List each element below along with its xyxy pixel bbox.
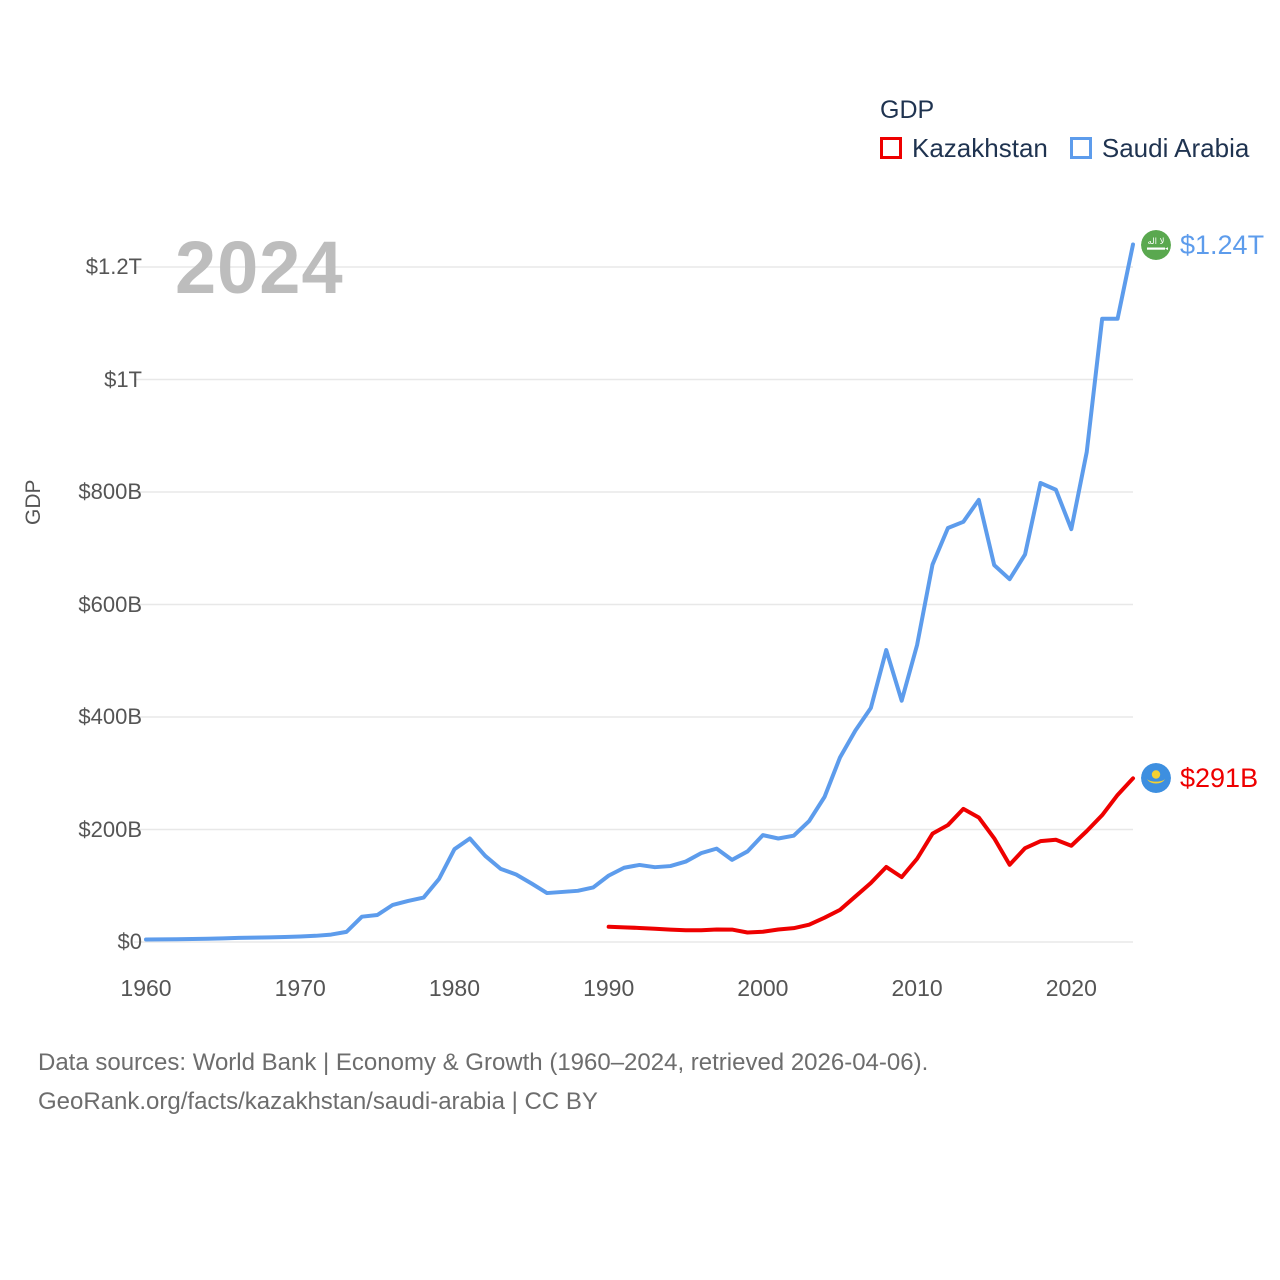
series-line-saudi-arabia — [144, 242, 1135, 942]
x-axis-tick-label: 2010 — [891, 975, 943, 1001]
footer-line-sources: Data sources: World Bank | Economy & Gro… — [38, 1049, 929, 1076]
gridlines — [134, 266, 1133, 943]
footer-line-attribution: GeoRank.org/facts/kazakhstan/saudi-arabi… — [38, 1088, 598, 1115]
y-axis-tick-label: $1.2T — [85, 254, 142, 279]
series-line-kazakhstan — [606, 776, 1135, 935]
y-axis-tick-label: $200B — [78, 816, 142, 842]
endpoint-value-label: $1.24T — [1180, 229, 1265, 260]
endpoint-value-label: $291B — [1180, 763, 1259, 794]
kazakhstan-flag-icon — [1141, 763, 1171, 794]
chart-footer: Data sources: World Bank | Economy & Gro… — [38, 1043, 928, 1121]
y-axis-tick-label: $400B — [78, 704, 142, 729]
endpoint-saudi-arabia: لا اله $1.24T — [1141, 229, 1265, 260]
svg-text:لا اله: لا اله — [1147, 237, 1164, 247]
watermark-year: 2024 — [175, 226, 344, 309]
series-lines — [144, 242, 1135, 942]
legend-item-label: Saudi Arabia — [1101, 133, 1250, 163]
x-axis-tick-label: 1980 — [428, 975, 481, 1001]
y-axis-tick-label: $0 — [117, 929, 142, 954]
legend-title: GDP — [880, 96, 935, 124]
legend-items: Kazakhstan Saudi Arabia — [880, 133, 1260, 163]
x-axis-tick-label: 2020 — [1045, 975, 1097, 1001]
x-axis-tick-label: 1990 — [583, 975, 635, 1001]
x-axis-tick-label: 2000 — [737, 975, 789, 1001]
x-axis-tick-label: 1970 — [274, 975, 326, 1001]
legend-item-kazakhstan[interactable]: Kazakhstan — [880, 133, 1048, 163]
y-axis-tick-label: $800B — [78, 479, 142, 504]
legend: GDP Kazakhstan Saudi Arabia — [880, 95, 1260, 163]
endpoint-kazakhstan: $291B — [1141, 763, 1259, 794]
x-axis-tick-label: 1960 — [120, 975, 172, 1001]
y-axis-ticks: $0 $200B $400B $600B $800B $1T $1.2T — [0, 0, 142, 1280]
legend-item-saudi-arabia[interactable]: Saudi Arabia — [1069, 133, 1250, 163]
legend-item-label: Kazakhstan — [912, 133, 1048, 163]
y-axis-tick-label: $1T — [104, 366, 142, 392]
legend-swatch-icon — [1069, 137, 1092, 159]
legend-swatch-icon — [880, 137, 902, 159]
saudi-arabia-flag-icon: لا اله — [1141, 229, 1171, 260]
y-axis-tick-label: $600B — [78, 591, 142, 617]
